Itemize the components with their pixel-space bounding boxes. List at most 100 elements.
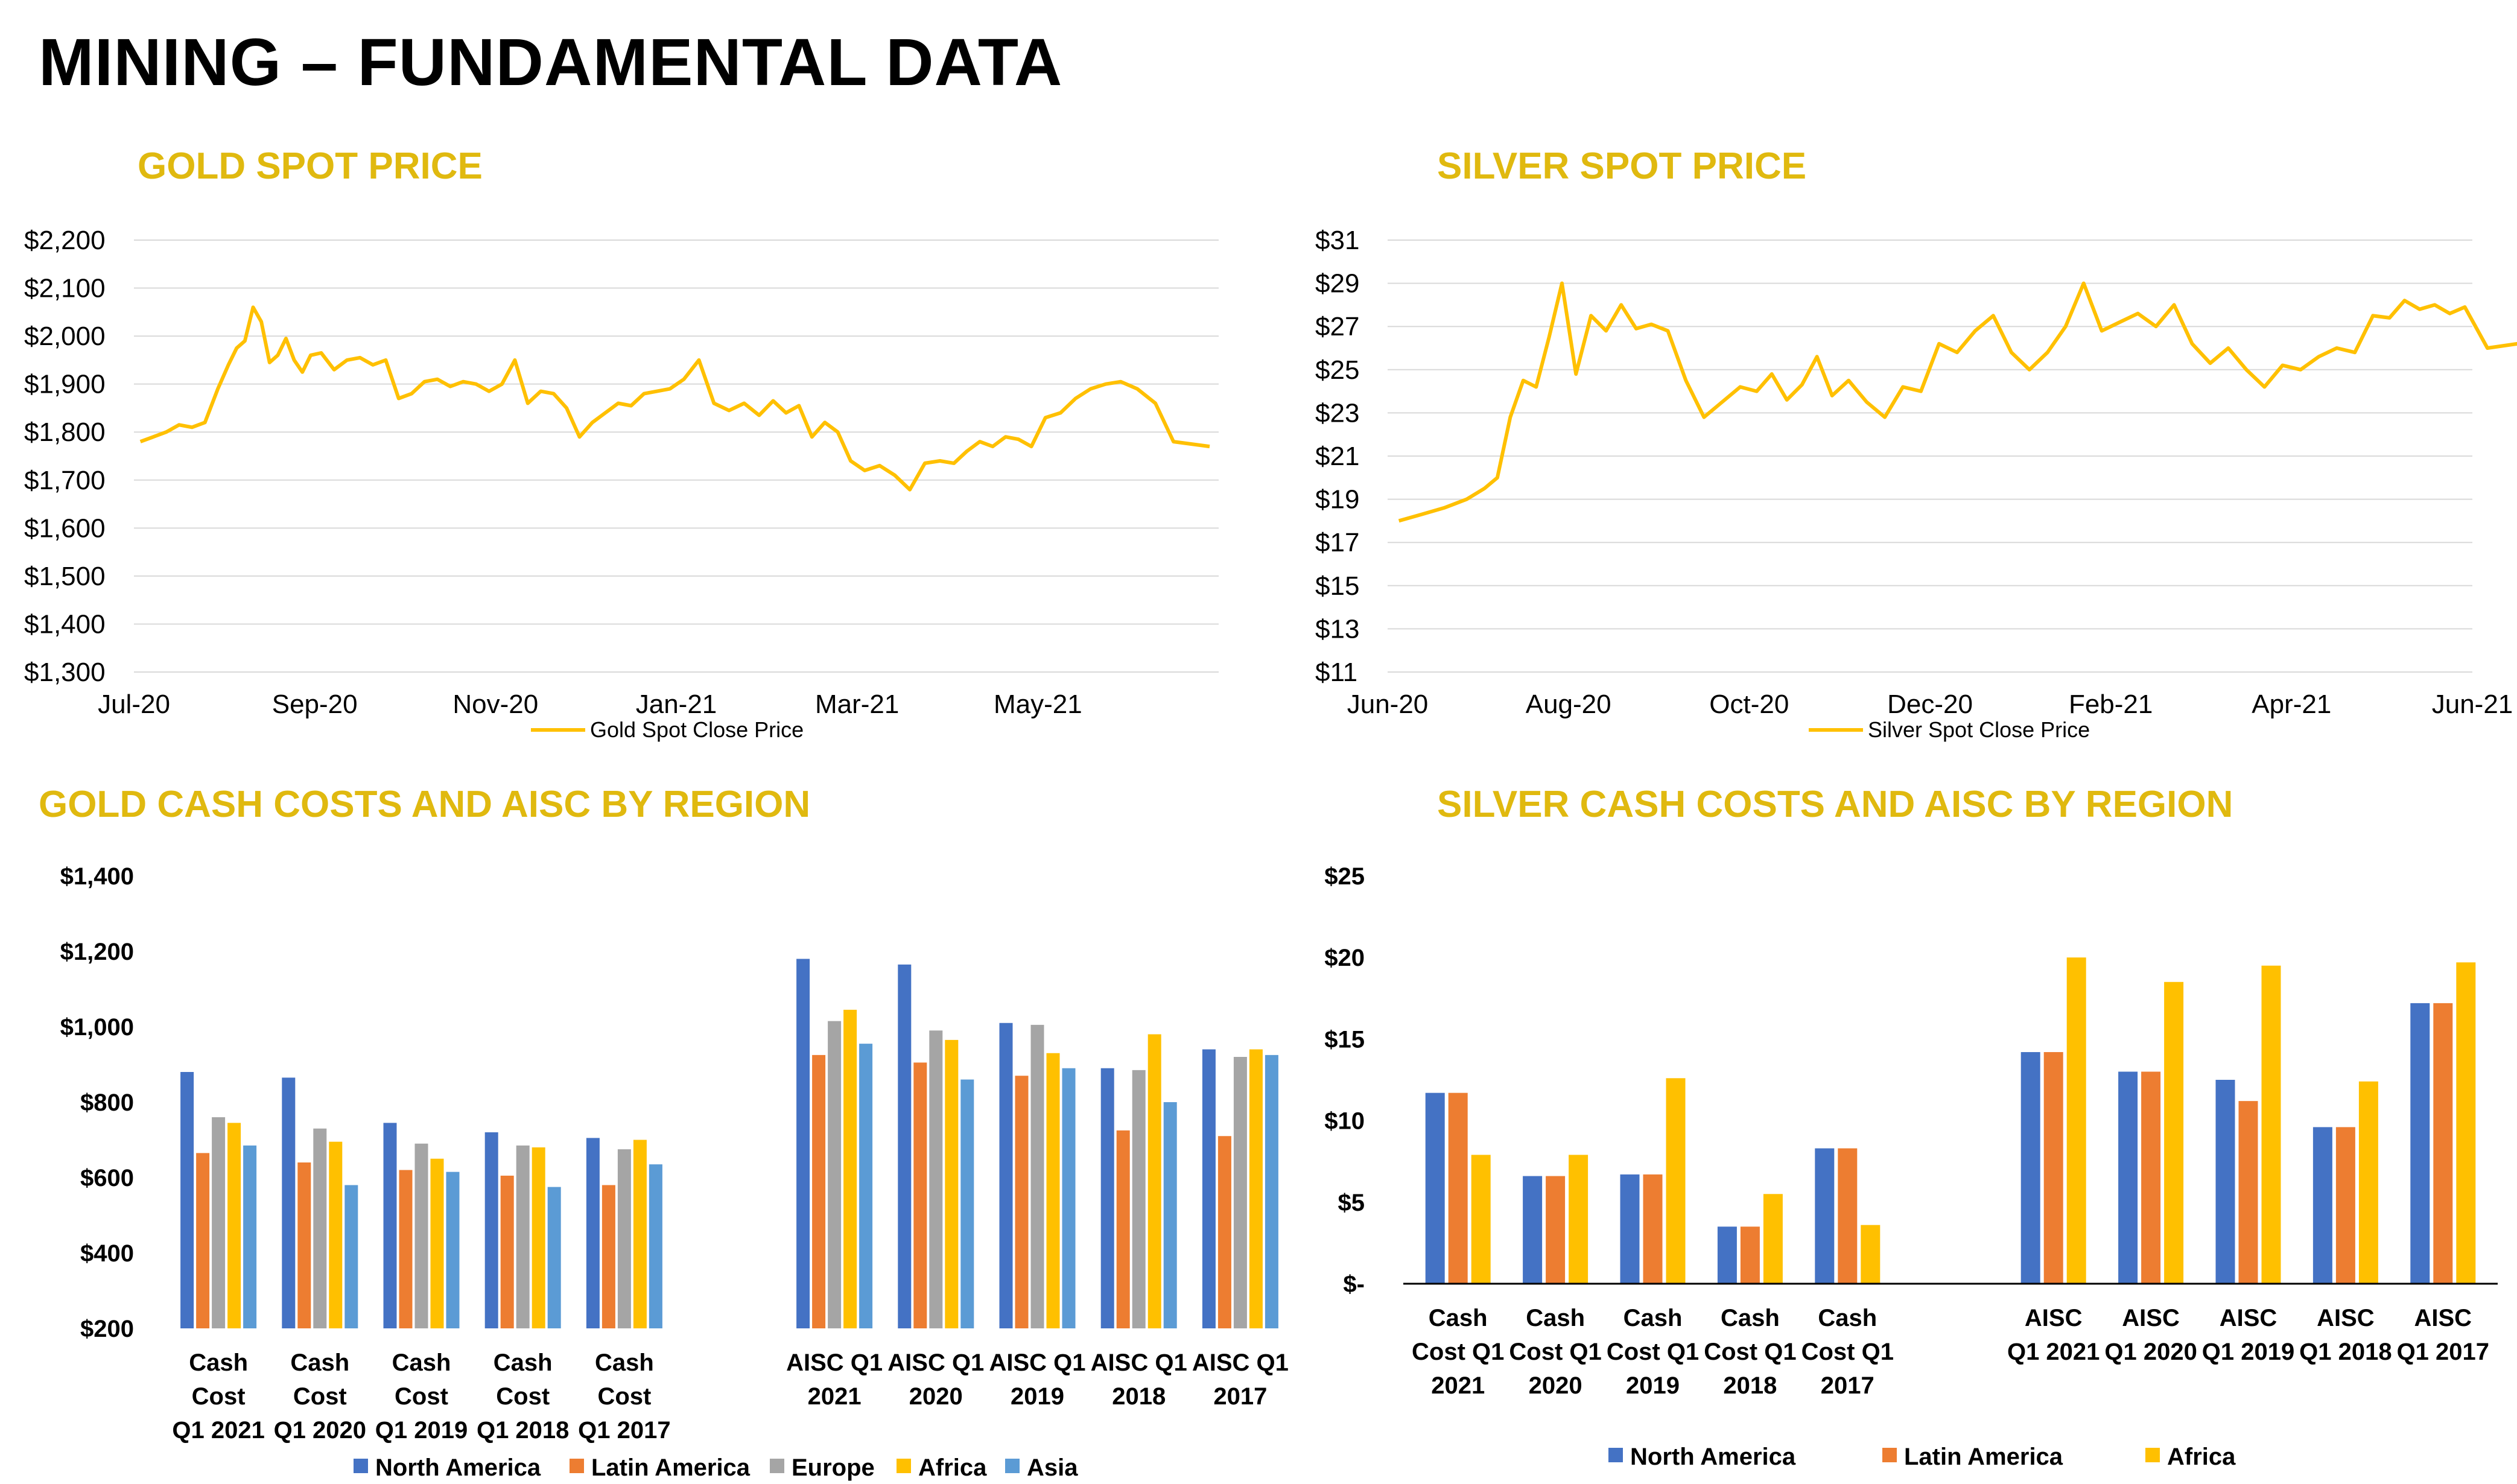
bar — [1147, 1034, 1161, 1328]
bar — [2215, 1080, 2235, 1284]
category-label: AISC Q1 — [786, 1349, 883, 1376]
bar — [227, 1123, 241, 1328]
category-label: Cost — [293, 1383, 347, 1410]
category-label: Cost — [496, 1383, 550, 1410]
bar — [2066, 957, 2086, 1284]
bar — [796, 959, 810, 1328]
bar — [1471, 1155, 1491, 1284]
bar — [532, 1147, 545, 1328]
legend-label: Silver Spot Close Price — [1868, 717, 2090, 742]
y-tick-label: $1,900 — [24, 370, 106, 399]
bar — [859, 1044, 873, 1328]
bar — [1015, 1076, 1029, 1328]
y-tick-label: $5 — [1338, 1190, 1365, 1216]
legend-swatch — [1005, 1459, 1020, 1473]
category-label: Cost Q1 — [1801, 1339, 1894, 1365]
category-label: 2021 — [1431, 1372, 1485, 1399]
category-label: Cost Q1 — [1607, 1339, 1699, 1365]
y-tick-label: $1,700 — [24, 466, 106, 495]
bar — [383, 1123, 397, 1328]
x-tick-label: Jul-20 — [98, 690, 170, 719]
category-label: Q1 2020 — [2104, 1339, 2197, 1365]
y-tick-label: $20 — [1324, 945, 1365, 971]
category-label: Q1 2017 — [578, 1417, 670, 1444]
category-label: AISC Q1 — [989, 1349, 1085, 1376]
bar — [2043, 1052, 2063, 1284]
bar — [212, 1117, 226, 1328]
y-tick-label: $13 — [1315, 614, 1359, 644]
bar — [344, 1185, 358, 1328]
y-tick-label: $2,100 — [24, 274, 106, 303]
y-tick-label: $21 — [1315, 442, 1359, 471]
bar — [617, 1149, 631, 1328]
category-label: Q1 2017 — [2397, 1339, 2489, 1365]
bar — [601, 1185, 615, 1328]
bar — [843, 1009, 857, 1328]
bar — [1202, 1049, 1216, 1328]
bar — [2433, 1003, 2453, 1284]
bar — [1523, 1176, 1543, 1284]
bar — [1249, 1049, 1263, 1328]
x-tick-label: Aug-20 — [1526, 690, 1611, 719]
bar — [649, 1164, 662, 1328]
y-tick-label: $17 — [1315, 528, 1359, 557]
legend-label: Gold Spot Close Price — [590, 717, 804, 742]
bar — [1265, 1054, 1278, 1328]
x-tick-label: Sep-20 — [272, 690, 358, 719]
bar — [243, 1145, 257, 1328]
y-tick-label: $19 — [1315, 485, 1359, 515]
x-tick-label: Feb-21 — [2069, 690, 2153, 719]
category-label: 2021 — [808, 1383, 862, 1410]
bar — [1815, 1148, 1835, 1284]
legend-label: Europe — [792, 1454, 875, 1481]
category-label: 2017 — [1213, 1383, 1267, 1410]
y-tick-label: $23 — [1315, 398, 1359, 428]
y-tick-label: $1,800 — [24, 417, 106, 447]
bar — [2312, 1127, 2332, 1284]
category-label: Q1 2021 — [172, 1417, 264, 1444]
y-tick-label: $15 — [1315, 571, 1359, 601]
bar — [500, 1175, 514, 1328]
gold-costs-title: GOLD CASH COSTS AND AISC BY REGION — [39, 784, 811, 825]
bar — [446, 1172, 460, 1328]
y-tick-label: $1,000 — [60, 1014, 134, 1041]
silver-costs-title: SILVER CASH COSTS AND AISC BY REGION — [1437, 784, 2233, 825]
category-label: Cost Q1 — [1509, 1339, 1601, 1365]
y-tick-label: $2,000 — [24, 322, 106, 351]
category-label: Cost — [597, 1383, 651, 1410]
category-label: Q1 2018 — [477, 1417, 569, 1444]
y-tick-label: $1,300 — [24, 658, 106, 687]
bar — [399, 1170, 413, 1328]
y-tick-label: $31 — [1315, 226, 1359, 255]
bar — [1569, 1155, 1589, 1284]
legend-swatch — [570, 1459, 584, 1473]
y-tick-label: $2,200 — [24, 226, 106, 255]
bar — [1116, 1130, 1130, 1328]
y-tick-label: $27 — [1315, 312, 1359, 341]
legend-label: North America — [1630, 1444, 1796, 1470]
category-label: 2019 — [1626, 1372, 1680, 1399]
x-tick-label: Apr-21 — [2252, 690, 2331, 719]
bar — [898, 964, 912, 1328]
category-label: 2019 — [1011, 1383, 1064, 1410]
bar — [1100, 1068, 1114, 1328]
y-tick-label: $200 — [80, 1316, 134, 1342]
category-label: 2020 — [909, 1383, 963, 1410]
bar — [1717, 1226, 1737, 1284]
x-tick-label: May-21 — [994, 690, 1082, 719]
x-tick-label: Dec-20 — [1887, 690, 1973, 719]
bar — [1763, 1194, 1783, 1284]
bar — [1062, 1068, 1076, 1328]
legend-label: Asia — [1027, 1454, 1078, 1481]
category-label: 2020 — [1529, 1372, 1582, 1399]
bar — [547, 1187, 561, 1328]
y-tick-label: $29 — [1315, 269, 1359, 299]
y-tick-label: $- — [1343, 1271, 1365, 1298]
category-label: Q1 2019 — [2202, 1339, 2294, 1365]
category-label: Cash — [1721, 1305, 1780, 1331]
bar — [1233, 1057, 1247, 1328]
bar — [180, 1072, 194, 1328]
bar — [2020, 1052, 2040, 1284]
category-label: AISC — [2317, 1305, 2375, 1331]
